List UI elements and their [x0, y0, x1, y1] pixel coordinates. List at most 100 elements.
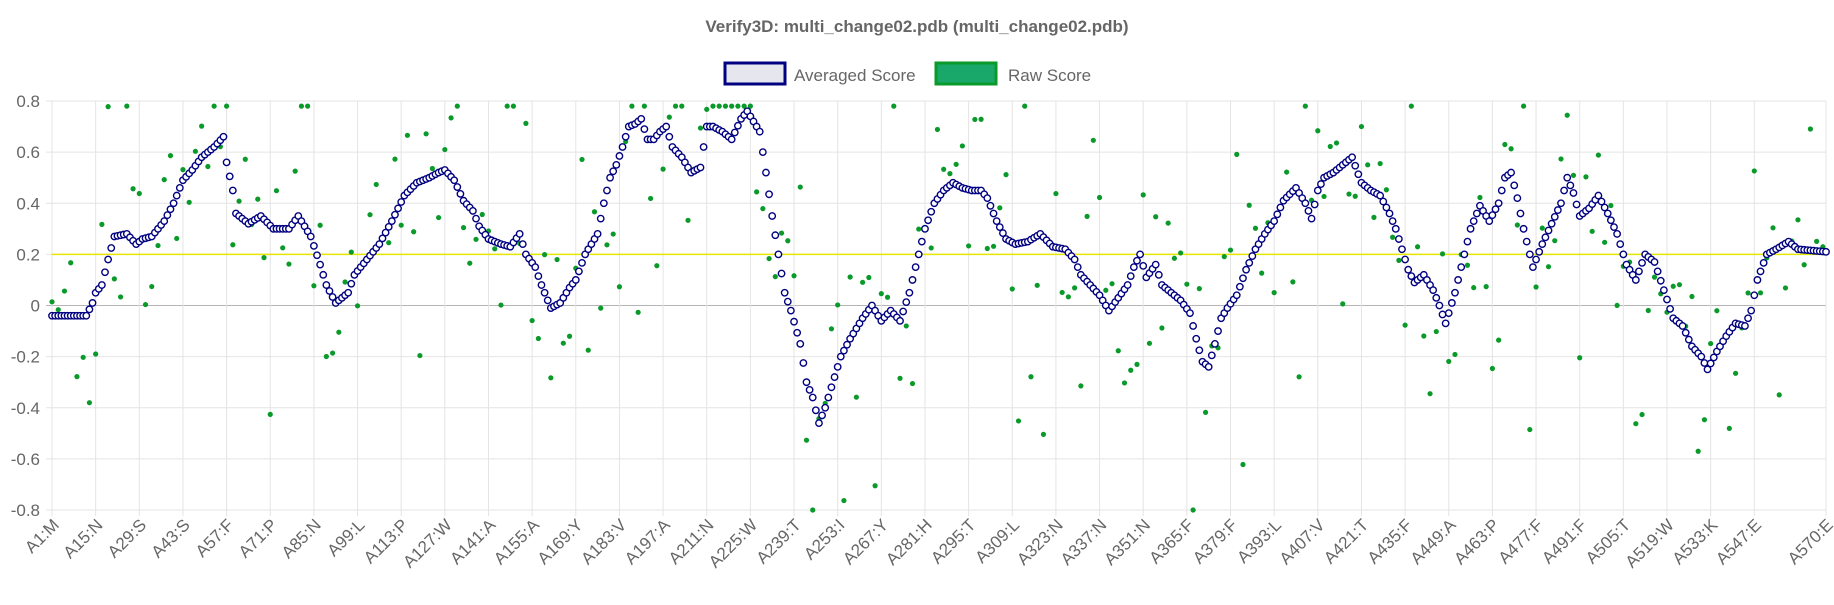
raw-score-point [61, 288, 68, 294]
raw-score-point [1814, 238, 1820, 244]
averaged-score-point [472, 214, 480, 223]
averaged-score-point [1472, 209, 1481, 218]
raw-score-point [1452, 351, 1458, 358]
raw-score-point [1477, 194, 1483, 201]
raw-score-point [442, 146, 448, 153]
averaged-score-point [1697, 352, 1706, 361]
raw-score-point [292, 168, 298, 174]
x-tick-label: A421:T [1320, 515, 1372, 567]
raw-score-point [149, 283, 155, 290]
raw-score-point [1608, 202, 1614, 209]
averaged-score-point [1538, 240, 1547, 249]
raw-score-point [1489, 365, 1496, 372]
x-tick-label: A225:W [705, 515, 761, 571]
averaged-score-point [578, 258, 586, 267]
raw-score-point [1078, 383, 1084, 389]
x-tick-label: A393:L [1233, 515, 1285, 567]
averaged-score-point [1186, 309, 1194, 318]
raw-score-points [49, 103, 1826, 513]
averaged-score-point [1189, 322, 1197, 330]
raw-score-point [741, 103, 747, 109]
raw-score-point [1464, 262, 1471, 268]
x-tick-label: A197:A [621, 515, 674, 568]
raw-score-point [1583, 174, 1589, 180]
raw-score-point [878, 291, 884, 297]
raw-score-point [997, 205, 1003, 211]
raw-score-point [49, 299, 55, 305]
x-tick-label: A43:S [148, 515, 194, 561]
raw-score-point [1022, 103, 1028, 109]
raw-score-point [860, 279, 866, 285]
raw-score-point [972, 116, 978, 123]
averaged-score-point [699, 143, 708, 151]
raw-score-point [1134, 361, 1140, 367]
averaged-score-point [1351, 161, 1360, 170]
averaged-score-point [896, 316, 904, 325]
raw-score-point [86, 400, 93, 406]
raw-score-point [1558, 156, 1564, 162]
averaged-score-point [518, 240, 527, 249]
raw-score-point [367, 212, 373, 218]
x-tick-label: A57:F [192, 515, 238, 561]
raw-score-point [1545, 264, 1552, 270]
averaged-score-point [989, 209, 998, 218]
raw-score-point [1221, 254, 1227, 260]
raw-score-point [654, 263, 660, 269]
averaged-score-point [1354, 170, 1363, 179]
raw-score-point [1402, 322, 1408, 328]
raw-score-point [604, 242, 610, 248]
raw-score-point [1352, 193, 1358, 199]
averaged-score-point [381, 228, 390, 237]
averaged-score-point [783, 297, 792, 306]
legend-label-averaged-score: Averaged Score [794, 66, 916, 85]
averaged-score-point [899, 307, 908, 316]
legend-item-averaged-score[interactable]: Averaged Score [723, 61, 916, 86]
raw-score-point [1396, 257, 1402, 263]
raw-score-point [242, 156, 248, 162]
raw-score-point [1421, 333, 1427, 339]
averaged-score-point [319, 270, 328, 279]
averaged-score-point [1597, 197, 1606, 206]
raw-score-point [448, 115, 454, 121]
averaged-score-point [1681, 328, 1690, 337]
raw-score-point [174, 235, 180, 242]
averaged-score-point [1123, 281, 1132, 289]
x-tick-label: A85:N [278, 515, 325, 562]
averaged-score-point [836, 352, 845, 361]
raw-score-point [1770, 225, 1776, 231]
raw-score-point [828, 326, 835, 332]
averaged-score-point [1301, 199, 1310, 208]
averaged-score-point [1207, 351, 1216, 360]
averaged-score-point [169, 199, 178, 208]
averaged-score-point [802, 378, 811, 387]
legend-item-raw-score[interactable]: Raw Score [934, 61, 1091, 86]
averaged-score-point [995, 223, 1004, 232]
raw-score-point [105, 104, 111, 110]
raw-score-point [1090, 137, 1096, 143]
averaged-score-point [1317, 180, 1325, 188]
averaged-score-point [1756, 267, 1765, 276]
x-tick-label: A533:K [1669, 515, 1722, 568]
raw-score-point [1533, 284, 1539, 290]
averaged-score-point [727, 135, 736, 144]
raw-score-point [916, 226, 922, 232]
x-tick-label: A295:T [927, 515, 979, 567]
raw-score-point [1096, 194, 1103, 201]
raw-score-point [884, 294, 891, 300]
x-tick-label: A71:P [235, 515, 281, 561]
averaged-score-point [1497, 186, 1506, 195]
raw-score-point [398, 222, 404, 228]
averaged-score-point [1454, 276, 1463, 284]
x-tick-label: A29:S [104, 515, 150, 561]
averaged-score-point [1404, 265, 1413, 274]
averaged-score-point [313, 251, 321, 260]
averaged-score-point [734, 121, 742, 130]
averaged-score-point [1136, 250, 1144, 259]
averaged-score-point [1211, 339, 1219, 348]
averaged-score-point [1532, 255, 1540, 264]
raw-score-point [629, 103, 635, 109]
averaged-score-point [1494, 199, 1503, 208]
averaged-score-point [999, 229, 1007, 237]
averaged-score-point [1594, 191, 1603, 200]
y-tick-label: -0.4 [11, 399, 40, 418]
